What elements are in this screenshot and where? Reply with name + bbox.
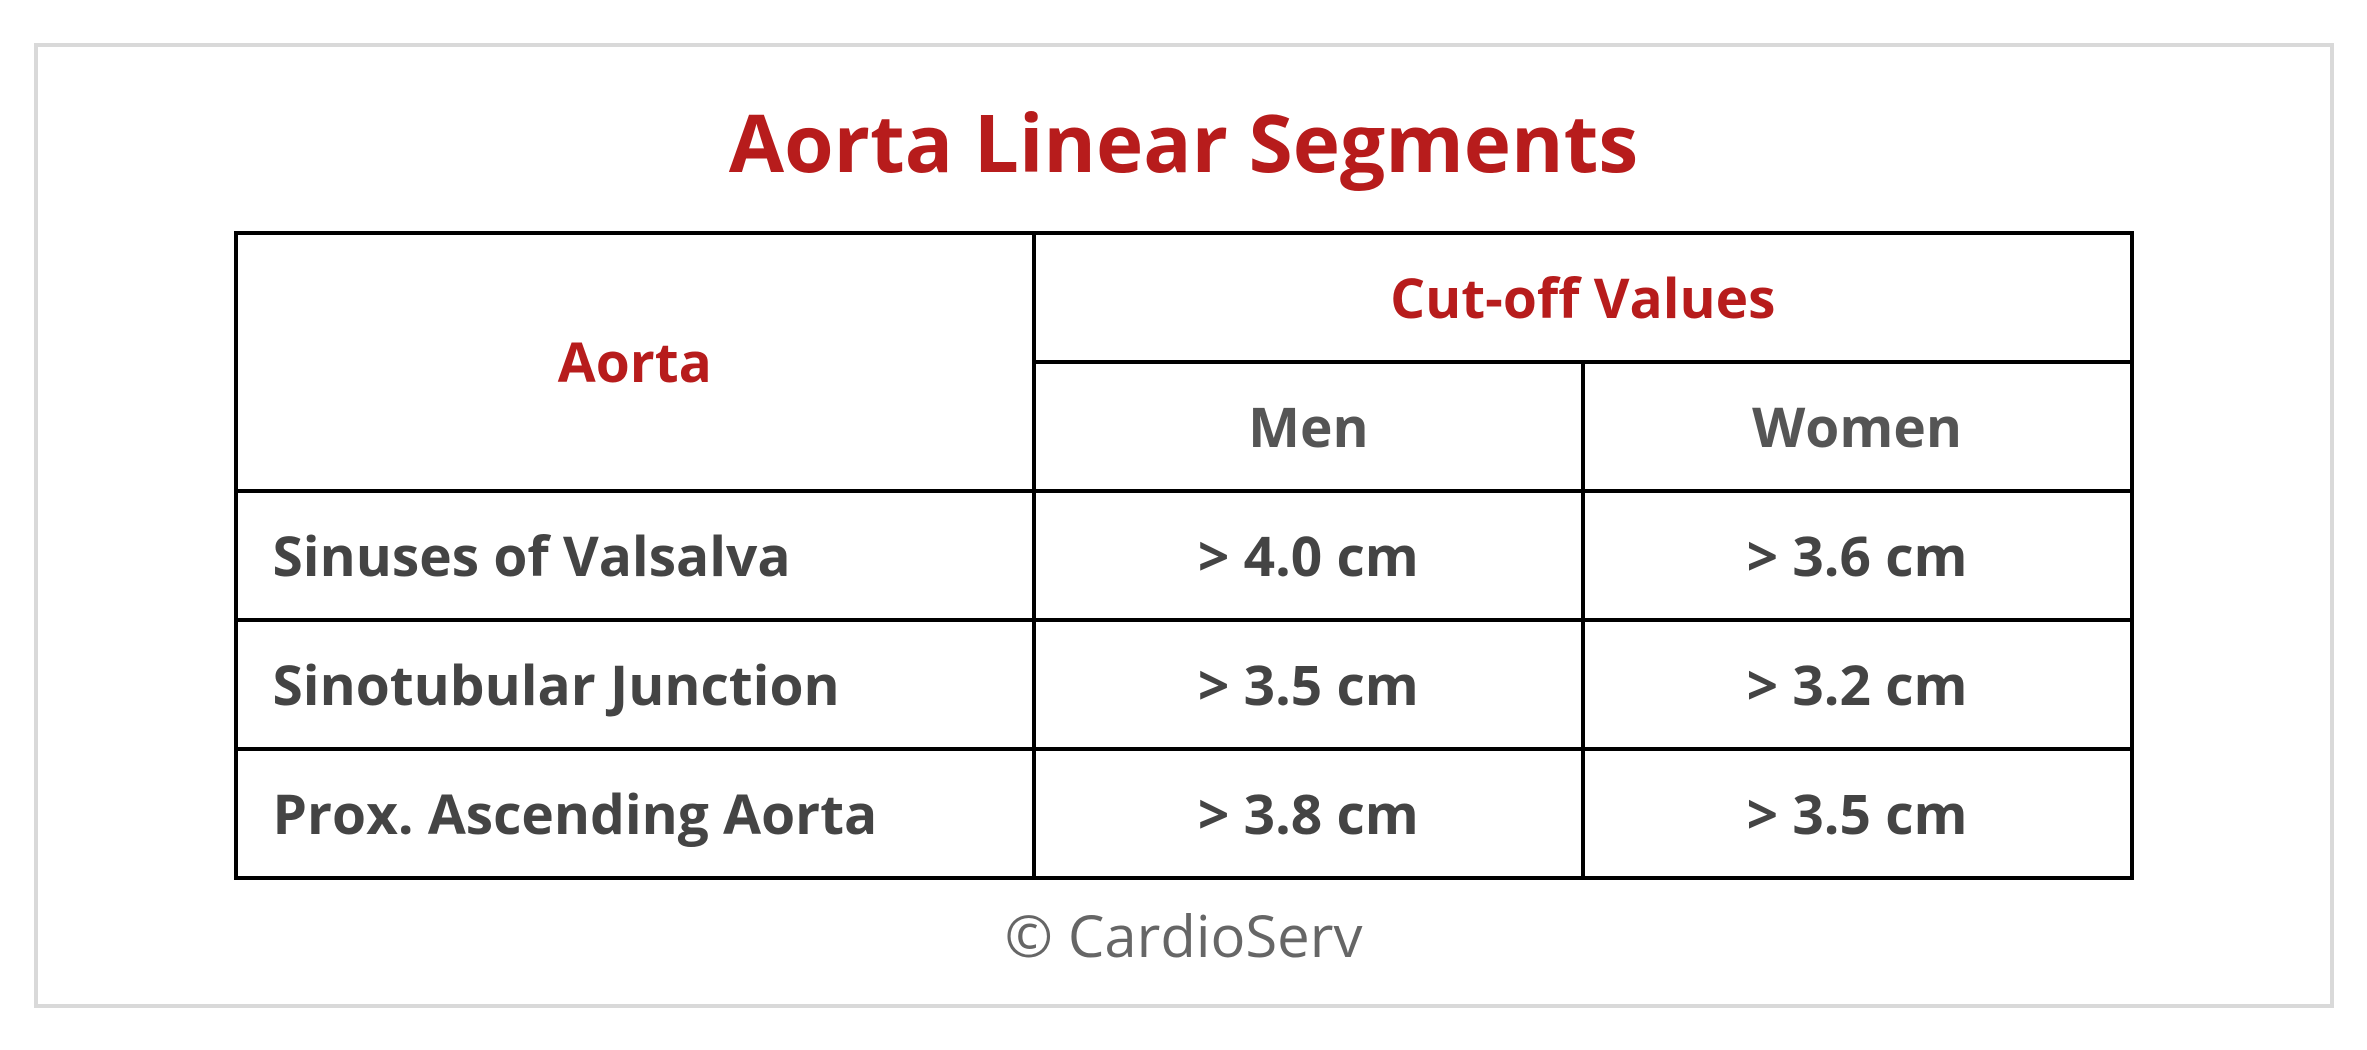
- table-row: Sinuses of Valsalva > 4.0 cm > 3.6 cm: [236, 491, 2132, 620]
- table-row: Prox. Ascending Aorta > 3.8 cm > 3.5 cm: [236, 749, 2132, 878]
- row-men: > 3.8 cm: [1034, 749, 1583, 878]
- header-men: Men: [1034, 362, 1583, 491]
- page-title: Aorta Linear Segments: [98, 87, 2270, 196]
- row-label: Sinuses of Valsalva: [236, 491, 1035, 620]
- row-label: Sinotubular Junction: [236, 620, 1035, 749]
- table-row: Sinotubular Junction > 3.5 cm > 3.2 cm: [236, 620, 2132, 749]
- row-men: > 3.5 cm: [1034, 620, 1583, 749]
- row-women: > 3.5 cm: [1583, 749, 2132, 878]
- row-men: > 4.0 cm: [1034, 491, 1583, 620]
- row-women: > 3.2 cm: [1583, 620, 2132, 749]
- header-cutoff: Cut-off Values: [1034, 233, 2131, 362]
- row-label: Prox. Ascending Aorta: [236, 749, 1035, 878]
- header-women: Women: [1583, 362, 2132, 491]
- row-women: > 3.6 cm: [1583, 491, 2132, 620]
- copyright-footer: © CardioServ: [98, 895, 2270, 974]
- aorta-segments-table: Aorta Cut-off Values Men Women Sinuses o…: [234, 231, 2134, 880]
- outer-frame: Aorta Linear Segments Aorta Cut-off Valu…: [34, 43, 2334, 1008]
- header-aorta: Aorta: [236, 233, 1035, 491]
